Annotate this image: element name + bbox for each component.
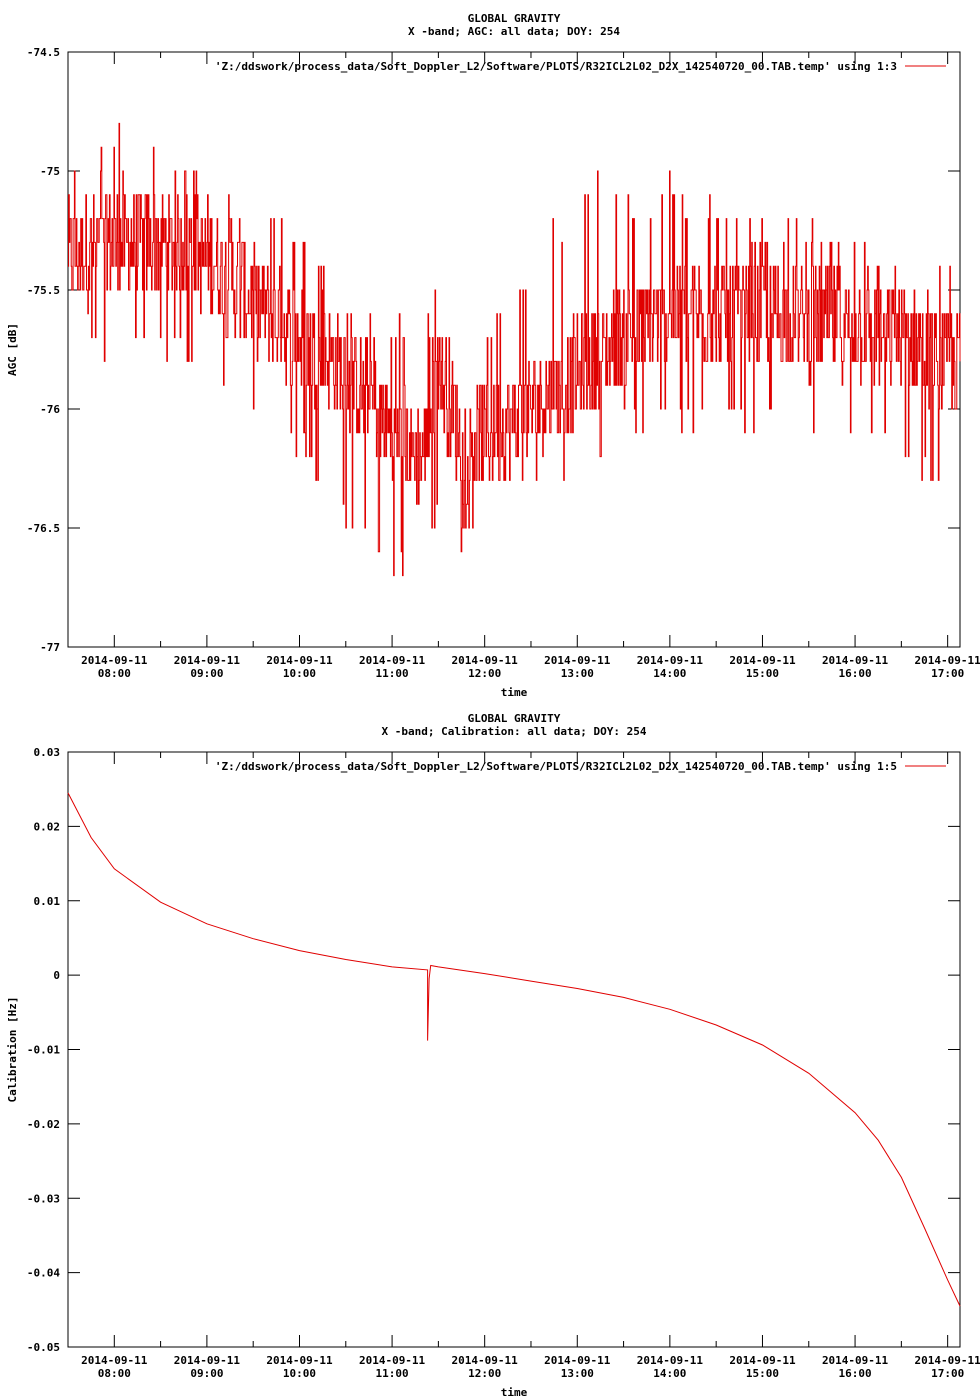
x-tick-date-label: 2014-09-11 [174,1354,241,1367]
y-tick-label: -0.04 [27,1267,60,1280]
x-tick-date-label: 2014-09-11 [359,654,426,667]
legend-label: 'Z:/ddswork/process_data/Soft_Doppler_L2… [215,760,897,773]
x-tick-date-label: 2014-09-11 [637,1354,704,1367]
x-tick-date-label: 2014-09-11 [822,1354,889,1367]
x-tick-label: 14:00 [653,1367,686,1380]
x-tick-label: 16:00 [838,667,871,680]
x-tick-date-label: 2014-09-11 [81,1354,148,1367]
x-tick-label: 10:00 [283,1367,316,1380]
y-tick-label: -76 [40,403,60,416]
x-tick-date-label: 2014-09-11 [544,654,611,667]
y-tick-label: -0.01 [27,1044,60,1057]
x-axis-label: time [501,1386,528,1399]
x-tick-date-label: 2014-09-11 [81,654,148,667]
chart-subtitle: X -band; AGC: all data; DOY: 254 [408,25,620,38]
x-tick-label: 08:00 [98,1367,131,1380]
x-tick-label: 08:00 [98,667,131,680]
y-tick-label: 0.02 [34,820,61,833]
y-tick-label: -77 [40,641,60,654]
x-tick-date-label: 2014-09-11 [729,654,796,667]
legend: 'Z:/ddswork/process_data/Soft_Doppler_L2… [215,60,946,73]
x-tick-label: 17:00 [931,667,964,680]
y-tick-label: -75.5 [27,284,60,297]
x-tick-date-label: 2014-09-11 [915,1354,980,1367]
x-tick-date-label: 2014-09-11 [266,654,333,667]
y-tick-label: -75 [40,165,60,178]
x-tick-label: 14:00 [653,667,686,680]
x-tick-date-label: 2014-09-11 [915,654,980,667]
plot-frame [67,751,961,1348]
series-line-agc [68,122,961,577]
y-tick-label: -0.05 [27,1341,60,1354]
y-tick-label: -0.02 [27,1118,60,1131]
y-tick-label: -76.5 [27,522,60,535]
y-tick-label: -74.5 [27,46,60,59]
x-tick-date-label: 2014-09-11 [174,654,241,667]
legend: 'Z:/ddswork/process_data/Soft_Doppler_L2… [215,760,946,773]
y-tick-label: 0.01 [34,895,61,908]
x-axis-label: time [501,686,528,699]
x-tick-date-label: 2014-09-11 [452,654,519,667]
chart-subtitle: X -band; Calibration: all data; DOY: 254 [382,725,647,738]
x-tick-date-label: 2014-09-11 [822,654,889,667]
x-tick-label: 12:00 [468,667,501,680]
x-tick-label: 10:00 [283,667,316,680]
x-tick-label: 09:00 [190,667,223,680]
x-tick-label: 11:00 [376,1367,409,1380]
y-tick-label: 0 [53,969,60,982]
x-tick-date-label: 2014-09-11 [544,1354,611,1367]
x-tick-date-label: 2014-09-11 [729,1354,796,1367]
x-tick-label: 13:00 [561,1367,594,1380]
x-tick-label: 15:00 [746,1367,779,1380]
x-tick-date-label: 2014-09-11 [359,1354,426,1367]
x-tick-date-label: 2014-09-11 [452,1354,519,1367]
legend-label: 'Z:/ddswork/process_data/Soft_Doppler_L2… [215,60,897,73]
x-tick-label: 13:00 [561,667,594,680]
chart-title: GLOBAL GRAVITY [468,712,561,725]
x-tick-label: 09:00 [190,1367,223,1380]
series-line-calibration [67,792,961,1307]
x-tick-label: 12:00 [468,1367,501,1380]
x-tick-date-label: 2014-09-11 [266,1354,333,1367]
y-tick-label: -0.03 [27,1192,60,1205]
plot-frame [67,51,961,648]
y-axis-label: AGC [dB] [6,323,19,376]
x-tick-label: 16:00 [838,1367,871,1380]
y-tick-label: 0.03 [34,746,61,759]
x-tick-label: 11:00 [376,667,409,680]
chart-title: GLOBAL GRAVITY [468,12,561,25]
x-tick-label: 17:00 [931,1367,964,1380]
x-tick-label: 15:00 [746,667,779,680]
x-tick-date-label: 2014-09-11 [637,654,704,667]
y-axis-label: Calibration [Hz] [6,997,19,1103]
